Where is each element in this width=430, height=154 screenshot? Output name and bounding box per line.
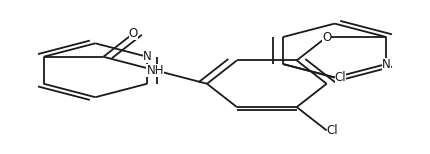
Text: N: N: [382, 57, 391, 71]
Text: Cl: Cl: [335, 71, 346, 84]
Text: Cl: Cl: [327, 124, 338, 137]
Text: N: N: [143, 50, 151, 63]
Text: NH: NH: [147, 64, 164, 77]
Text: O: O: [322, 30, 331, 44]
Text: O: O: [129, 27, 138, 40]
